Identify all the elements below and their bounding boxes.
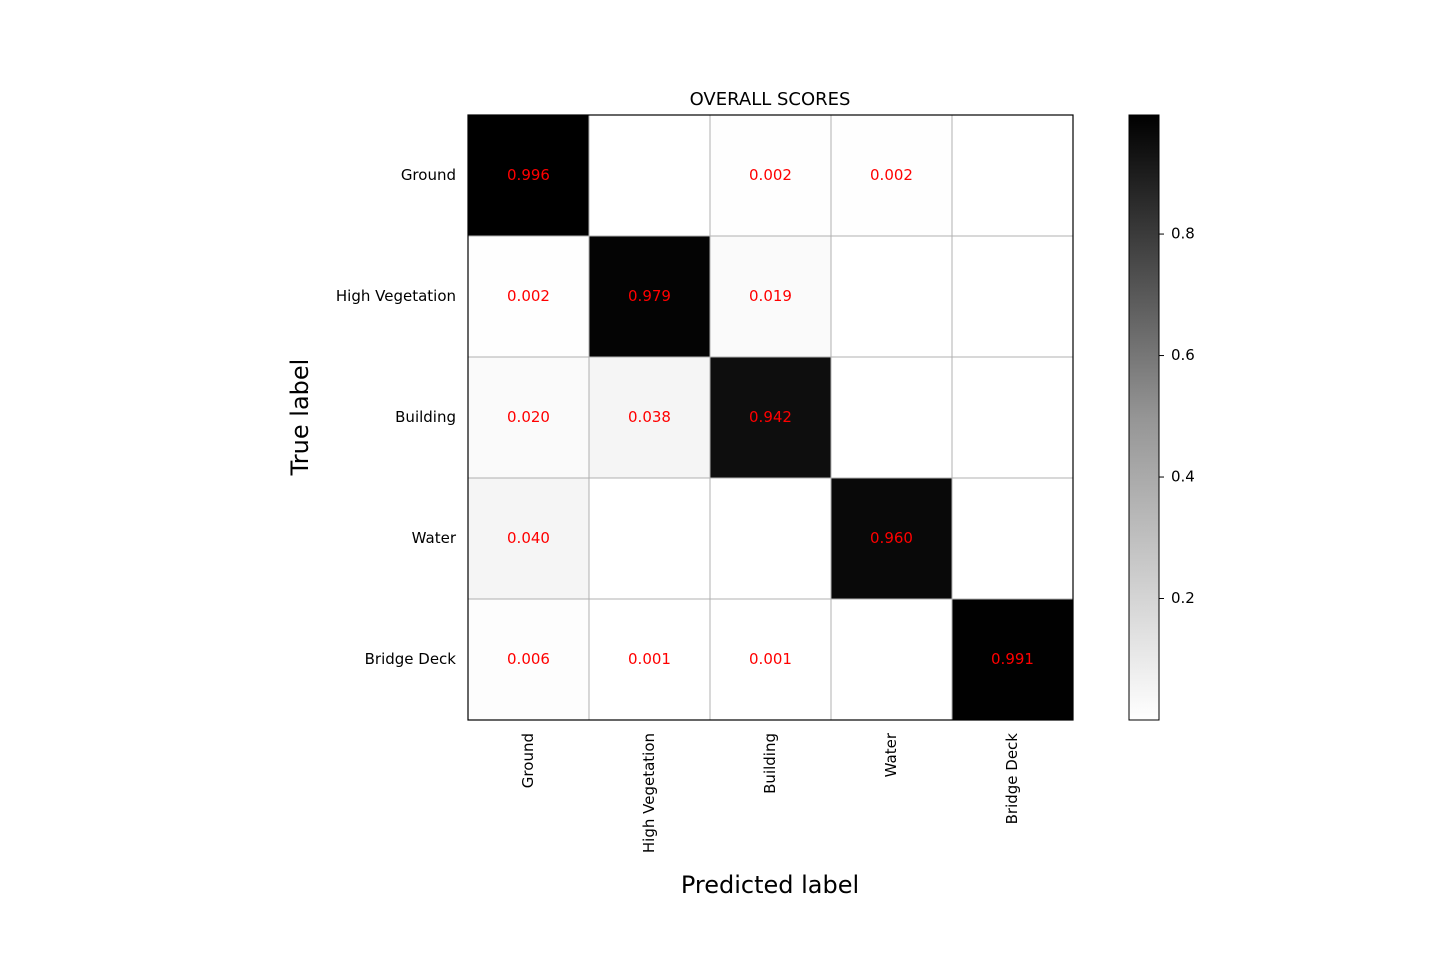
x-tick-label: High Vegetation [640, 733, 658, 853]
chart-title: OVERALL SCORES [690, 89, 851, 110]
cell-value-label: 0.001 [749, 650, 792, 668]
heatmap-cell [952, 478, 1073, 599]
x-axis-label: Predicted label [681, 871, 859, 899]
heatmap-cell [710, 115, 831, 236]
heatmap-cell [831, 357, 952, 478]
heatmap-cell [952, 236, 1073, 357]
heatmap-cell-labels: 0.996 0.002 0.002 0.002 0.979 0.019 0.020 0.038… [507, 166, 1034, 668]
cell-value-label: 0.996 [507, 166, 550, 184]
heatmap-frame [467, 114, 1074, 721]
heatmap-cell [589, 357, 710, 478]
heatmap-cell [468, 599, 589, 720]
heatmap-cells [468, 115, 1073, 720]
colorbar-tick-label: 0.2 [1171, 589, 1195, 607]
x-tick-label: Ground [519, 733, 537, 788]
x-tick-label: Building [761, 733, 779, 794]
x-tick-label: Water [882, 732, 900, 777]
cell-value-label: 0.960 [870, 529, 913, 547]
heatmap-gridlines [468, 115, 1073, 720]
cell-value-label: 0.002 [749, 166, 792, 184]
heatmap-cell [589, 599, 710, 720]
heatmap-cell [710, 357, 831, 478]
heatmap-cell [710, 478, 831, 599]
y-tick-label: Bridge Deck [365, 650, 457, 668]
heatmap-cell [468, 478, 589, 599]
y-tick-label: Ground [401, 166, 456, 184]
heatmap-cell [468, 115, 589, 236]
y-tick-labels: Ground High Vegetation Building Water Bridge… [336, 166, 457, 668]
colorbar-tick-label: 0.8 [1171, 225, 1195, 243]
heatmap-cell [589, 115, 710, 236]
cell-value-label: 0.020 [507, 408, 550, 426]
y-tick-label: Water [412, 529, 457, 547]
y-tick-label: Building [395, 408, 456, 426]
heatmap-cell [831, 236, 952, 357]
y-axis-label: True label [286, 359, 314, 477]
colorbar-tick-label: 0.6 [1171, 346, 1195, 364]
cell-value-label: 0.002 [507, 287, 550, 305]
heatmap-cell [468, 357, 589, 478]
cell-value-label: 0.001 [628, 650, 671, 668]
cell-value-label: 0.002 [870, 166, 913, 184]
cell-value-label: 0.979 [628, 287, 671, 305]
heatmap-cell [952, 357, 1073, 478]
heatmap-cell [831, 599, 952, 720]
heatmap-cell [710, 599, 831, 720]
colorbar [1128, 114, 1160, 721]
heatmap-cell [710, 236, 831, 357]
y-tick-label: High Vegetation [336, 287, 456, 305]
cell-value-label: 0.019 [749, 287, 792, 305]
cell-value-label: 0.040 [507, 529, 550, 547]
heatmap-cell [468, 236, 589, 357]
heatmap-cell [589, 236, 710, 357]
cell-value-label: 0.991 [991, 650, 1034, 668]
cell-value-label: 0.942 [749, 408, 792, 426]
heatmap-cell [831, 115, 952, 236]
heatmap-cell [952, 599, 1073, 720]
cell-value-label: 0.038 [628, 408, 671, 426]
colorbar-tick-label: 0.4 [1171, 468, 1195, 486]
x-tick-labels: Ground High Vegetation Building Water Bridge… [519, 732, 1021, 853]
heatmap-cell [952, 115, 1073, 236]
heatmap-cell [589, 478, 710, 599]
x-tick-label: Bridge Deck [1003, 733, 1021, 825]
cell-value-label: 0.006 [507, 650, 550, 668]
colorbar-ticks: 0.2 0.4 0.6 0.8 [1159, 225, 1195, 607]
heatmap-cell [831, 478, 952, 599]
